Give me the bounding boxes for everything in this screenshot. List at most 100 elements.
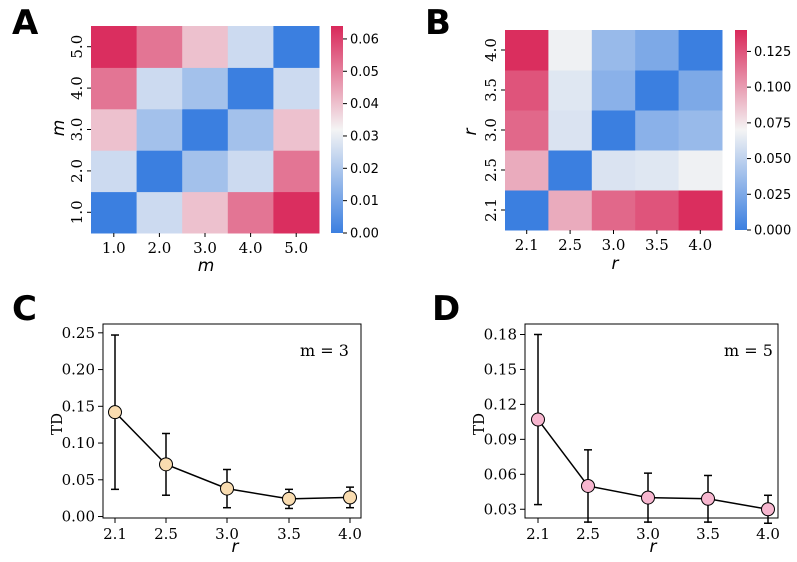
heatmap-b-cell xyxy=(505,70,549,111)
heatmap-a-colorbar-tick-label: 0.06 xyxy=(350,32,379,47)
heatmap-b-cell xyxy=(548,110,593,151)
line-chart-d-x-tick-label: 2.5 xyxy=(576,525,600,543)
line-chart-d-y-tick-label: 0.18 xyxy=(484,325,517,343)
heatmap-b-cell xyxy=(635,110,680,151)
heatmap-b-cell xyxy=(505,110,549,151)
line-chart-c: 0.00 0.05 0.10 0.15 0.20 0.25 2.1 2.5 3.0 3.5 4.0 xyxy=(62,323,362,543)
panel-label-a: A xyxy=(12,3,39,43)
line-chart-c-y-tick-label: 0.20 xyxy=(62,361,95,379)
line-chart-c-y-tick-label: 0.25 xyxy=(62,324,95,342)
heatmap-b-cell xyxy=(591,150,636,191)
line-chart-d-x-tick-label: 4.0 xyxy=(756,525,780,543)
panel-label-d: D xyxy=(432,289,460,329)
line-chart-d-y-tick-label: 0.09 xyxy=(484,430,517,448)
line-chart-d-annotation: m = 5 xyxy=(724,341,773,360)
heatmap-a-cell xyxy=(182,191,229,234)
heatmap-a-cell xyxy=(136,67,183,110)
heatmap-b-cell xyxy=(548,190,593,231)
heatmap-b-x-tick-label: 3.5 xyxy=(645,236,669,254)
panel-label-c: C xyxy=(12,289,37,329)
heatmap-b-ylabel: r xyxy=(461,128,481,136)
heatmap-b-cell xyxy=(678,110,723,151)
heatmap-a-cell xyxy=(136,26,183,68)
line-chart-d-data-point xyxy=(761,502,775,517)
heatmap-a-cell xyxy=(91,150,138,193)
line-chart-c-data-point xyxy=(220,481,234,496)
line-chart-c-x-tick-label: 2.1 xyxy=(103,525,127,543)
heatmap-a-colorbar-tick-label: 0.05 xyxy=(350,65,379,80)
heatmap-b-y-tick-label: 2.1 xyxy=(482,198,500,222)
heatmap-a-cell xyxy=(182,67,229,110)
heatmap-b-colorbar-tick-label: 0.025 xyxy=(754,188,791,203)
line-chart-d-data-point xyxy=(701,491,715,506)
line-chart-d-xlabel: r xyxy=(650,537,658,557)
heatmap-a-cell xyxy=(136,150,183,193)
heatmap-b-cell xyxy=(548,150,593,191)
heatmap-a-cell xyxy=(91,67,138,110)
heatmap-a-x-tick-label: 1.0 xyxy=(102,239,126,257)
line-chart-d-y-tick-label: 0.06 xyxy=(484,465,517,483)
heatmap-a-colorbar-tick-label: 0.01 xyxy=(350,194,379,209)
heatmap-b-cell xyxy=(678,30,723,71)
heatmap-a-y-tick-label: 4.0 xyxy=(68,76,86,100)
heatmap-a-cell xyxy=(273,150,320,193)
heatmap-b-cell xyxy=(635,70,680,111)
heatmap-a-xlabel: m xyxy=(198,256,215,276)
heatmap-b-x-tick-label: 3.0 xyxy=(602,236,626,254)
heatmap-b: 2.1 2.5 3.0 3.5 4.0 2.1 2.5 3.0 3.5 4.0 0.000 0.025… xyxy=(482,30,791,254)
heatmap-a-cell xyxy=(136,108,183,151)
line-chart-d-y-tick-label: 0.15 xyxy=(484,360,517,378)
heatmap-b-y-tick-label: 4.0 xyxy=(482,38,500,62)
line-chart-c-data-point xyxy=(282,491,296,506)
line-chart-c-frame xyxy=(102,323,362,519)
heatmap-b-x-tick-label: 2.5 xyxy=(558,236,582,254)
heatmap-b-cell xyxy=(548,70,593,111)
heatmap-b-y-tick-label: 2.5 xyxy=(482,158,500,182)
heatmap-b-colorbar xyxy=(735,30,747,230)
heatmap-a: 1.0 2.0 3.0 4.0 5.0 1.0 2.0 3.0 4.0 5.0 0.00 0.01 0.… xyxy=(68,26,379,257)
heatmap-b-cell xyxy=(678,70,723,111)
heatmap-b-cell xyxy=(591,110,636,151)
heatmap-b-cell xyxy=(505,190,549,231)
heatmap-a-cell xyxy=(273,108,320,151)
heatmap-a-x-tick-label: 3.0 xyxy=(193,239,217,257)
heatmap-a-x-tick-label: 4.0 xyxy=(239,239,263,257)
heatmap-b-cell xyxy=(678,150,723,191)
heatmap-a-cell xyxy=(227,67,274,110)
heatmap-a-cell xyxy=(227,108,274,151)
heatmap-a-cell xyxy=(182,108,229,151)
line-chart-c-y-tick-label: 0.10 xyxy=(62,434,95,452)
heatmap-b-cell xyxy=(548,30,593,71)
heatmap-a-colorbar-tick-label: 0.04 xyxy=(350,97,379,112)
line-chart-d-ylabel: TD xyxy=(470,413,488,435)
line-chart-c-x-tick-label: 4.0 xyxy=(338,525,362,543)
heatmap-a-colorbar-tick-label: 0.03 xyxy=(350,129,379,144)
heatmap-b-cell xyxy=(591,190,636,231)
heatmap-a-cell xyxy=(273,191,320,234)
line-chart-c-data-point xyxy=(343,490,357,505)
line-chart-c-x-tick-label: 3.0 xyxy=(215,525,239,543)
heatmap-b-cell xyxy=(635,190,680,231)
heatmap-a-colorbar xyxy=(331,26,343,233)
heatmap-b-colorbar-tick-label: 0.050 xyxy=(754,152,791,167)
heatmap-a-y-tick-label: 5.0 xyxy=(68,35,86,59)
heatmap-a-cell xyxy=(227,26,274,68)
line-chart-d-data-point xyxy=(581,478,595,493)
line-chart-d-data-point xyxy=(531,412,545,427)
line-chart-c-data-point xyxy=(108,405,122,420)
line-chart-c-xlabel: r xyxy=(232,537,240,557)
line-chart-c-data-point xyxy=(159,457,173,472)
heatmap-a-cell xyxy=(273,67,320,110)
heatmap-a-y-tick-label: 2.0 xyxy=(68,159,86,183)
heatmap-a-cell xyxy=(91,191,138,234)
heatmap-a-cell xyxy=(91,26,138,68)
line-chart-c-ylabel: TD xyxy=(48,413,66,435)
heatmap-b-cell xyxy=(505,150,549,191)
line-chart-d-x-tick-label: 2.1 xyxy=(526,525,550,543)
heatmap-b-colorbar-tick-label: 0.075 xyxy=(754,116,791,131)
line-chart-c-annotation: m = 3 xyxy=(300,341,349,360)
line-chart-d-x-tick-label: 3.5 xyxy=(696,525,720,543)
line-chart-c-y-tick-label: 0.00 xyxy=(62,508,95,526)
line-chart-d-frame xyxy=(524,323,779,519)
